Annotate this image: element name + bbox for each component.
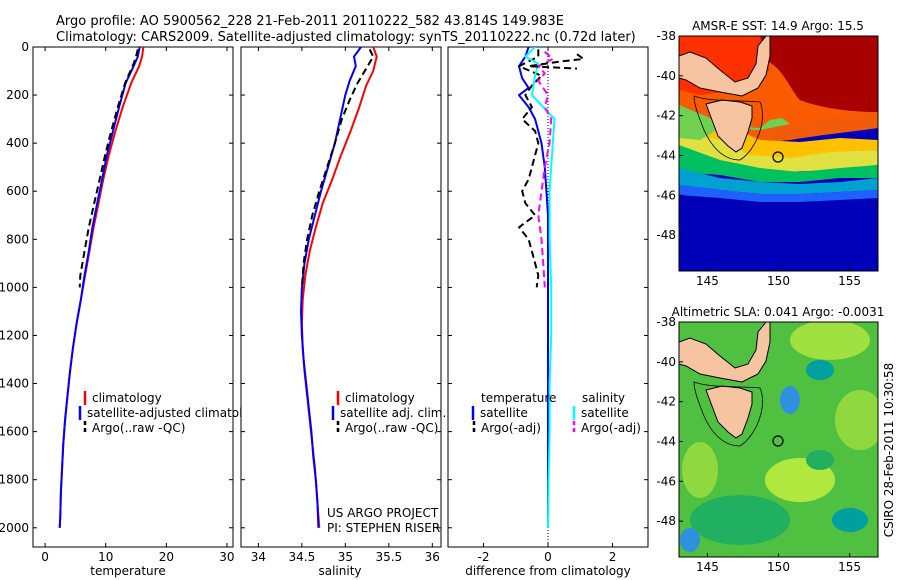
- temperature-legend: climatology satellite-adjusted climatolo…: [78, 391, 265, 435]
- map-y-tick-label: -38: [656, 315, 676, 329]
- map-y-tick-label: -42: [656, 395, 676, 409]
- difference-profile-panel: -2 0 2 difference from climatology tempera…: [447, 46, 649, 578]
- map-y-tick-label: -44: [656, 148, 676, 162]
- legend-label: satellite adj. clim.: [340, 406, 446, 420]
- y-tick-label: 1600: [0, 425, 29, 439]
- y-tick-label: 200: [6, 88, 29, 102]
- map-y-tick-label: -44: [656, 434, 676, 448]
- legend-label: climatology: [92, 391, 162, 405]
- y-tick-label: 800: [6, 232, 29, 246]
- series-line-satellite: [524, 47, 556, 528]
- profile-title-line2: Climatology: CARS2009. Satellite-adjuste…: [56, 30, 636, 45]
- map-x-tick-label: 155: [838, 274, 861, 288]
- sla-map-title: Altimetric SLA: 0.041 Argo: -0.0031: [672, 305, 885, 319]
- x-tick-label: 20: [159, 550, 174, 564]
- map-y-tick-label: -38: [656, 29, 676, 43]
- x-tick-label: 35.5: [375, 550, 402, 564]
- map-x-tick-label: 145: [696, 274, 719, 288]
- map-y-tick-label: -40: [656, 69, 676, 83]
- map-x-tick-label: 145: [696, 560, 719, 574]
- legend-label: satellite: [480, 406, 528, 420]
- x-tick-label: 34.5: [289, 550, 316, 564]
- legend-label: Argo(..raw -QC): [92, 421, 185, 435]
- map-x-tick-label: 150: [767, 274, 790, 288]
- sst-map-title: AMSR-E SST: 14.9 Argo: 15.5: [692, 19, 864, 33]
- legend-group-title: salinity: [582, 391, 625, 405]
- argo-float-marker: [772, 151, 784, 163]
- map-y-tick-label: -48: [656, 228, 676, 242]
- legend-group-title: temperature: [481, 391, 556, 405]
- project-annotation: US ARGO PROJECT: [327, 506, 439, 520]
- x-tick-label: 34: [251, 550, 266, 564]
- legend-label: Argo(-adj): [481, 421, 541, 435]
- series-line-argo-adj-: [537, 51, 554, 288]
- x-tick-label: 35: [338, 550, 353, 564]
- salinity-xlabel: salinity: [318, 564, 361, 578]
- difference-xlabel: difference from climatology: [465, 564, 631, 578]
- y-tick-label: 1400: [0, 377, 29, 391]
- y-tick-label: 600: [6, 184, 29, 198]
- x-tick-label: 10: [98, 550, 113, 564]
- map-y-tick-label: -46: [656, 188, 676, 202]
- series-line-satellite-adjusted-climatology: [58, 47, 141, 528]
- legend-label: satellite-adjusted climatology: [87, 406, 265, 420]
- x-tick-label: 0: [41, 550, 49, 564]
- map-y-tick-label: -42: [656, 109, 676, 123]
- y-tick-label: 400: [6, 136, 29, 150]
- salinity-plot-frame: [240, 46, 442, 548]
- temperature-plot-frame: [32, 46, 234, 548]
- x-tick-label: -2: [477, 550, 489, 564]
- legend-label: satellite: [581, 406, 629, 420]
- sla-map-panel: Altimetric SLA: 0.041 Argo: -0.0031 145 1…: [656, 305, 885, 574]
- difference-legend: temperature satellite Argo(-adj) salinit…: [471, 391, 641, 435]
- series-line-satellite-adj-clim-: [300, 47, 362, 528]
- map-x-tick-label: 155: [838, 560, 861, 574]
- series-line-satellite: [518, 47, 549, 528]
- y-tick-label: 1000: [0, 280, 29, 294]
- pi-annotation: PI: STEPHEN RISER: [327, 521, 440, 535]
- sst-field: [679, 36, 878, 271]
- map-y-tick-label: -48: [656, 514, 676, 528]
- x-tick-label: 36: [425, 550, 440, 564]
- map-y-tick-label: -46: [656, 474, 676, 488]
- sla-field: [679, 322, 878, 557]
- map-x-tick-label: 150: [767, 560, 790, 574]
- series-line-argo-raw-qc-: [300, 48, 375, 288]
- legend-label: climatology: [345, 391, 415, 405]
- y-tick-label: 0: [21, 40, 29, 54]
- series-line-argo-adj-: [518, 49, 543, 288]
- sst-map-panel: AMSR-E SST: 14.9 Argo: 15.5 145 150 155 -38…: [656, 19, 879, 288]
- salinity-profile-panel: 34 34.5 35 35.5 36 salinity climatology sate…: [240, 46, 446, 578]
- argo-float-marker: [772, 435, 784, 447]
- legend-label: Argo(..raw -QC): [345, 421, 438, 435]
- y-tick-label: 1800: [0, 473, 29, 487]
- temperature-xlabel: temperature: [90, 564, 165, 578]
- temperature-profile-panel: 0 10 20 30 0 200 400 600 800 1000 1200 1400 1600 1800…: [0, 40, 265, 578]
- map-y-tick-label: -40: [656, 355, 676, 369]
- legend-label: Argo(-adj): [581, 421, 641, 435]
- csiro-timestamp: CSIRO 28-Feb-2011 10:30:58: [882, 363, 896, 538]
- x-tick-label: 2: [609, 550, 617, 564]
- series-line-argo-raw-qc-: [78, 49, 139, 288]
- x-tick-label: 0: [544, 550, 552, 564]
- profile-title-line1: Argo profile: AO 5900562_228 21-Feb-2011…: [56, 14, 564, 29]
- x-tick-label: 30: [219, 550, 234, 564]
- salinity-legend: climatology satellite adj. clim. Argo(..…: [331, 391, 446, 435]
- y-tick-label: 2000: [0, 521, 29, 535]
- series-line-argo-temp-raw-: [527, 53, 585, 70]
- y-tick-label: 1200: [0, 328, 29, 342]
